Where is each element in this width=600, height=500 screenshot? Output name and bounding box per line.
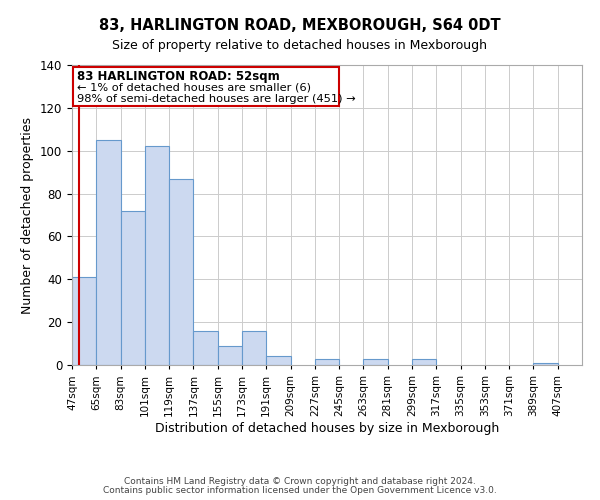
Text: ← 1% of detached houses are smaller (6): ← 1% of detached houses are smaller (6)	[77, 82, 311, 92]
Bar	[169, 178, 193, 365]
Bar	[412, 358, 436, 365]
Text: 83 HARLINGTON ROAD: 52sqm: 83 HARLINGTON ROAD: 52sqm	[77, 70, 280, 84]
Bar	[193, 330, 218, 365]
Bar	[533, 363, 558, 365]
Y-axis label: Number of detached properties: Number of detached properties	[22, 116, 34, 314]
Text: 83, HARLINGTON ROAD, MEXBOROUGH, S64 0DT: 83, HARLINGTON ROAD, MEXBOROUGH, S64 0DT	[99, 18, 501, 32]
Bar	[145, 146, 169, 365]
Bar	[218, 346, 242, 365]
Text: Contains HM Land Registry data © Crown copyright and database right 2024.: Contains HM Land Registry data © Crown c…	[124, 478, 476, 486]
Text: 98% of semi-detached houses are larger (451) →: 98% of semi-detached houses are larger (…	[77, 94, 356, 104]
Bar	[72, 277, 96, 365]
Bar	[266, 356, 290, 365]
Bar	[96, 140, 121, 365]
X-axis label: Distribution of detached houses by size in Mexborough: Distribution of detached houses by size …	[155, 422, 499, 434]
Text: Size of property relative to detached houses in Mexborough: Size of property relative to detached ho…	[113, 39, 487, 52]
Bar	[364, 358, 388, 365]
Bar	[121, 210, 145, 365]
Text: Contains public sector information licensed under the Open Government Licence v3: Contains public sector information licen…	[103, 486, 497, 495]
Bar	[73, 67, 339, 106]
Bar	[315, 358, 339, 365]
Bar	[242, 330, 266, 365]
